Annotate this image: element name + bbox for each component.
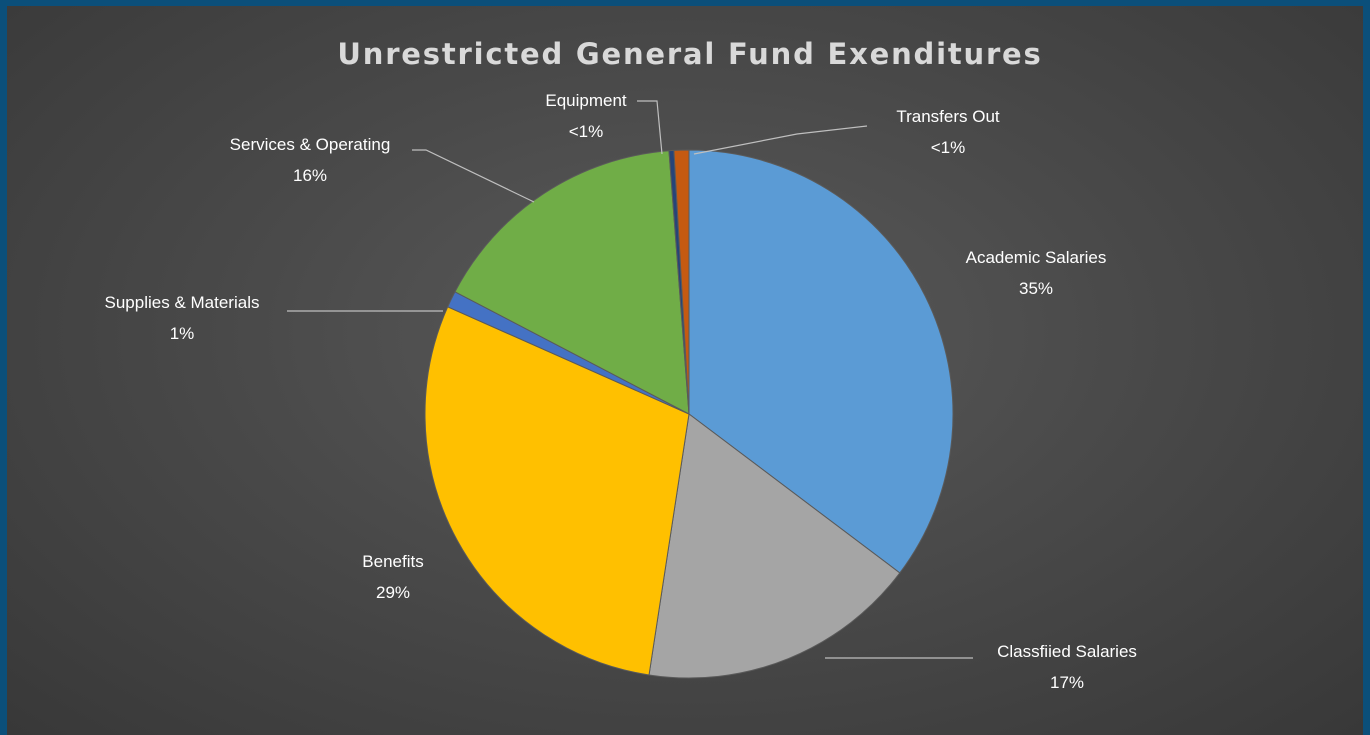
leader-line <box>693 125 868 155</box>
pie-slice-benefits <box>424 306 690 676</box>
slice-label-name: Equipment <box>545 91 627 110</box>
slice-label-percent: 35% <box>1019 279 1053 298</box>
pie-slice-classfiied-salaries <box>648 413 901 679</box>
pie-slice-services-operating <box>454 150 690 415</box>
slice-label-percent: 29% <box>376 583 410 602</box>
pie-slice-academic-salaries <box>688 149 954 574</box>
chart-title: Unrestricted General Fund Exenditures <box>337 37 1042 71</box>
pie-slice-transfers-out <box>673 149 690 415</box>
pie-slices <box>424 149 954 679</box>
slice-label-name: Academic Salaries <box>966 248 1107 267</box>
slice-labels: Academic Salaries 35% Classfiied Salaries 1… <box>105 91 1137 692</box>
slice-label-percent: <1% <box>931 138 966 157</box>
chart-frame: Unrestricted General Fund Exenditures Ac… <box>7 6 1363 735</box>
slice-label-percent: 1% <box>170 324 195 343</box>
slice-label-name: Transfers Out <box>896 107 1000 126</box>
slice-label-name: Supplies & Materials <box>105 293 260 312</box>
leader-line <box>637 100 663 155</box>
leader-lines <box>287 100 973 659</box>
slice-label-name: Classfiied Salaries <box>997 642 1137 661</box>
slice-label-percent: <1% <box>569 122 604 141</box>
slice-label-percent: 17% <box>1050 673 1084 692</box>
pie-chart: Unrestricted General Fund Exenditures Ac… <box>105 37 1137 692</box>
slice-label-name: Services & Operating <box>230 135 391 154</box>
slice-label-percent: 16% <box>293 166 327 185</box>
slice-label-name: Benefits <box>362 552 423 571</box>
leader-line <box>412 149 535 203</box>
